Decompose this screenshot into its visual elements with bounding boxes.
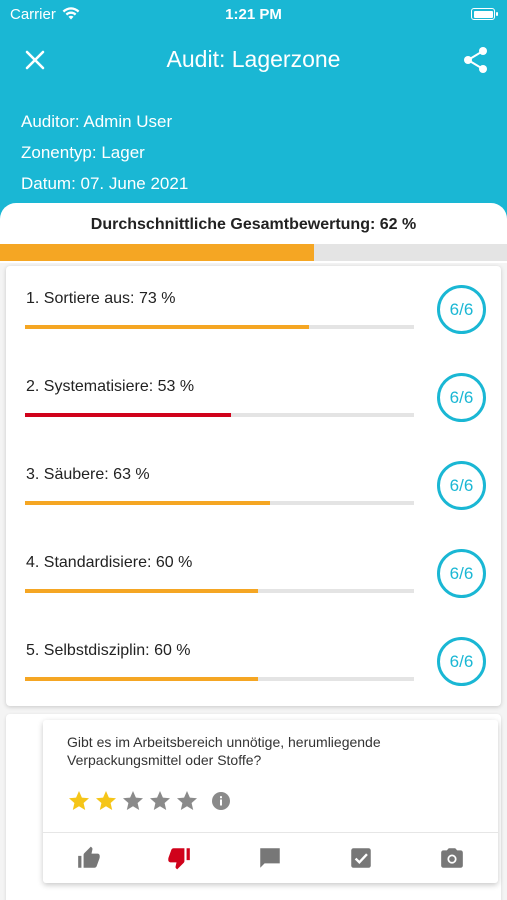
- category-progress-bar: [25, 501, 414, 505]
- category-row[interactable]: 2. Systematisiere: 53 % 6/6: [6, 354, 501, 442]
- comment-icon[interactable]: [257, 845, 283, 871]
- page-title: Audit: Lagerzone: [166, 46, 341, 72]
- star-empty-icon[interactable]: [121, 789, 145, 813]
- category-progress-bar: [25, 325, 414, 329]
- question-card: Gibt es im Arbeitsbereich unnötige, heru…: [43, 720, 498, 883]
- wifi-icon: [62, 7, 80, 20]
- category-score-badge[interactable]: 6/6: [437, 637, 486, 686]
- camera-icon[interactable]: [439, 845, 465, 871]
- category-score-badge[interactable]: 6/6: [437, 461, 486, 510]
- category-label: 2. Systematisiere: 53 %: [26, 378, 195, 395]
- category-progress-bar: [25, 589, 414, 593]
- category-row[interactable]: 5. Selbstdisziplin: 60 % 6/6: [6, 618, 501, 706]
- category-progress-fill: [25, 413, 232, 417]
- star-filled-icon[interactable]: [94, 789, 118, 813]
- auditor-label: Auditor: Admin User: [21, 112, 173, 131]
- category-label: 1. Sortiere aus: 73 %: [26, 290, 176, 307]
- close-button[interactable]: [20, 45, 50, 75]
- category-progress-fill: [25, 501, 271, 505]
- share-button[interactable]: [461, 45, 491, 75]
- question-actions: [43, 833, 498, 883]
- info-icon[interactable]: [211, 791, 231, 811]
- status-bar: Carrier 1:21 PM: [0, 0, 507, 30]
- zone-type-label: Zonentyp: Lager: [21, 143, 145, 162]
- star-empty-icon[interactable]: [175, 789, 199, 813]
- checkbox-icon[interactable]: [348, 845, 374, 871]
- category-progress-fill: [25, 589, 259, 593]
- category-row[interactable]: 1. Sortiere aus: 73 % 6/6: [6, 266, 501, 354]
- category-row[interactable]: 4. Standardisiere: 60 % 6/6: [6, 530, 501, 618]
- category-score-badge[interactable]: 6/6: [437, 373, 486, 422]
- question-text: Gibt es im Arbeitsbereich unnötige, heru…: [67, 734, 381, 768]
- app-header: Carrier 1:21 PM Audit: Lagerzone Auditor…: [0, 0, 507, 230]
- thumb-up-icon[interactable]: [76, 845, 102, 871]
- overall-progress-bar: [0, 244, 507, 261]
- category-score-badge[interactable]: 6/6: [437, 285, 486, 334]
- category-label: 4. Standardisiere: 60 %: [26, 554, 193, 571]
- divider: [43, 832, 498, 833]
- clock: 1:21 PM: [225, 6, 282, 23]
- category-progress-fill: [25, 325, 309, 329]
- category-progress-bar: [25, 677, 414, 681]
- star-rating[interactable]: [67, 789, 199, 813]
- categories-card: 1. Sortiere aus: 73 % 6/6 2. Systematisi…: [6, 266, 501, 706]
- category-progress-bar: [25, 413, 414, 417]
- category-label: 5. Selbstdisziplin: 60 %: [26, 642, 191, 659]
- overall-rating-label: Durchschnittliche Gesamtbewertung: 62 %: [90, 216, 417, 233]
- date-label: Datum: 07. June 2021: [21, 174, 189, 193]
- star-filled-icon[interactable]: [67, 789, 91, 813]
- thumb-down-icon[interactable]: [166, 845, 192, 871]
- carrier-label: Carrier: [10, 6, 56, 23]
- category-row[interactable]: 3. Säubere: 63 % 6/6: [6, 442, 501, 530]
- category-progress-fill: [25, 677, 259, 681]
- star-empty-icon[interactable]: [148, 789, 172, 813]
- category-score-badge[interactable]: 6/6: [437, 549, 486, 598]
- category-label: 3. Säubere: 63 %: [26, 466, 150, 483]
- battery-icon: [471, 8, 498, 20]
- overall-progress-fill: [0, 244, 315, 261]
